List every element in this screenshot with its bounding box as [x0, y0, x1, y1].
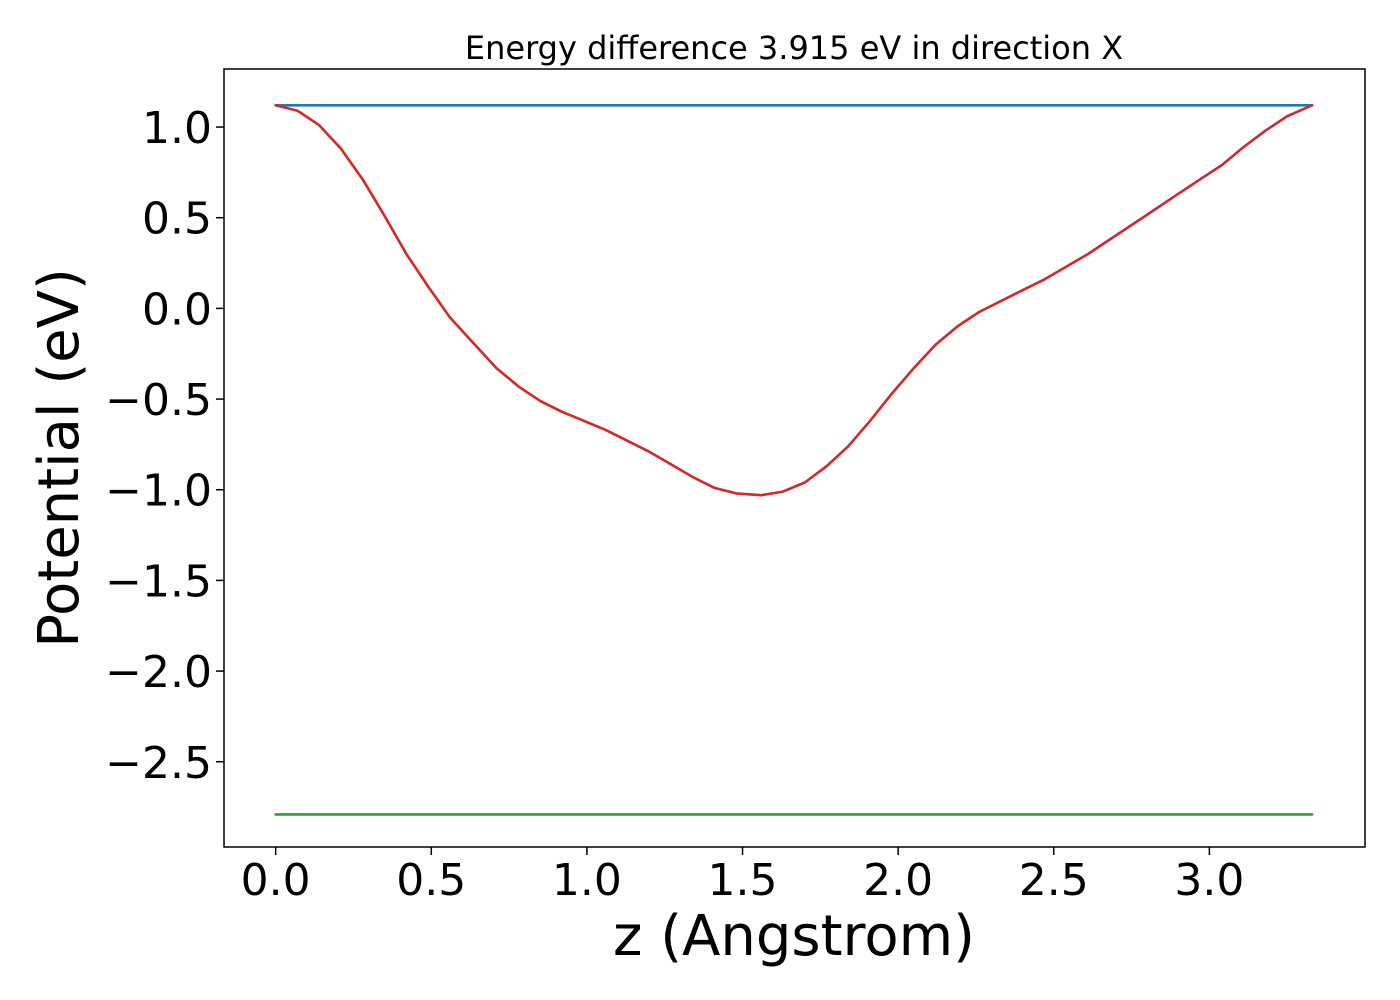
y-tick-label: 0.0 — [142, 284, 212, 335]
y-axis: 1.0 0.5 0.0 −0.5 −1.0 −1.5 −2.0 −2.5 — [105, 103, 224, 789]
y-tick-label: −0.5 — [105, 375, 212, 426]
x-tick-label: 2.0 — [863, 855, 933, 906]
y-tick-label: 1.0 — [142, 103, 212, 154]
y-tick-label: −2.5 — [105, 738, 212, 789]
x-tick-label: 0.5 — [396, 855, 466, 906]
chart-title: Energy difference 3.915 eV in direction … — [465, 29, 1123, 67]
x-axis-title: z (Angstrom) — [613, 904, 975, 969]
x-axis: 0.0 0.5 1.0 1.5 2.0 2.5 3.0 — [241, 847, 1244, 906]
plot-area — [223, 68, 1366, 848]
y-axis-title: Potential (eV) — [27, 268, 92, 648]
y-tick-label: −1.0 — [105, 466, 212, 517]
y-tick-label: 0.5 — [142, 194, 212, 245]
series-line-2 — [274, 104, 1314, 497]
plot-frame — [223, 68, 1366, 848]
x-tick-label: 0.0 — [241, 855, 311, 906]
x-tick-label: 2.5 — [1019, 855, 1089, 906]
x-tick-label: 3.0 — [1174, 855, 1244, 906]
x-tick-label: 1.5 — [708, 855, 778, 906]
y-tick-label: −1.5 — [105, 556, 212, 607]
y-tick-label: −2.0 — [105, 647, 212, 698]
series-layer — [274, 104, 1314, 816]
x-tick-label: 1.0 — [552, 855, 622, 906]
